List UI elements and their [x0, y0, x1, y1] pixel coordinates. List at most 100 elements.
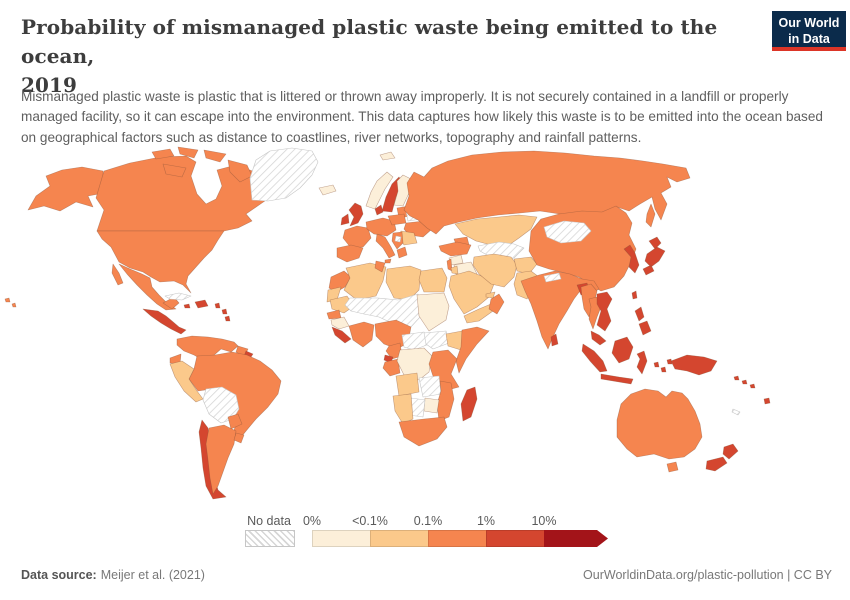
region-colombia-venezuela[interactable] — [176, 335, 239, 361]
region-cuba[interactable] — [164, 292, 192, 301]
region-arctic-island[interactable] — [203, 149, 227, 163]
region-greece[interactable] — [396, 246, 408, 259]
region-madagascar[interactable] — [460, 386, 478, 422]
region-mongolia[interactable] — [543, 220, 592, 244]
region-guinea[interactable] — [330, 316, 350, 330]
region-new-caledonia[interactable] — [731, 408, 741, 416]
region-svalbard[interactable] — [379, 151, 396, 161]
region-namibia[interactable] — [392, 393, 414, 425]
region-australia[interactable] — [616, 388, 703, 460]
region-sumatra[interactable] — [581, 343, 608, 373]
legend-bucket-3[interactable] — [486, 530, 544, 547]
region-central-europe[interactable] — [365, 217, 397, 237]
region-turkey[interactable] — [438, 241, 472, 257]
region-uk[interactable] — [348, 202, 364, 227]
region-sri-lanka[interactable] — [550, 333, 559, 347]
region-philippines[interactable] — [634, 306, 652, 336]
region-paraguay[interactable] — [227, 413, 243, 430]
region-lesser-antilles[interactable] — [214, 302, 231, 322]
region-sulawesi[interactable] — [636, 350, 648, 375]
region-iceland[interactable] — [318, 184, 337, 196]
region-italy[interactable] — [375, 233, 396, 264]
region-hawaii[interactable] — [4, 297, 17, 308]
region-south-sudan[interactable] — [423, 330, 450, 350]
region-uruguay[interactable] — [233, 432, 245, 444]
region-japan[interactable] — [642, 236, 666, 276]
region-morocco[interactable] — [328, 270, 352, 293]
region-baja[interactable] — [111, 263, 124, 286]
region-russia[interactable] — [403, 150, 691, 235]
region-south-africa[interactable] — [398, 416, 448, 447]
legend-no-data-swatch[interactable] — [245, 530, 295, 547]
region-central-america[interactable] — [142, 308, 187, 335]
region-nepal[interactable] — [543, 272, 562, 283]
region-alaska[interactable] — [27, 166, 105, 212]
region-ghana-ivory[interactable] — [348, 321, 375, 348]
data-source-label: Data source: — [21, 568, 97, 582]
legend-bucket-2[interactable] — [428, 530, 486, 547]
region-serbia[interactable] — [394, 235, 402, 243]
region-angola[interactable] — [395, 372, 420, 397]
region-mauritania[interactable] — [329, 295, 355, 314]
region-new-zealand-north[interactable] — [722, 443, 739, 460]
region-jamaica[interactable] — [183, 303, 191, 309]
region-borneo[interactable] — [611, 336, 634, 364]
region-drc[interactable] — [396, 347, 433, 381]
region-afghanistan[interactable] — [513, 256, 538, 275]
region-cameroon[interactable] — [385, 342, 403, 360]
region-arctic-island[interactable] — [151, 148, 175, 160]
region-france[interactable] — [342, 225, 372, 249]
region-argentina[interactable] — [205, 424, 237, 495]
region-gulf-states[interactable] — [485, 291, 496, 299]
region-zambia[interactable] — [418, 375, 442, 398]
region-greenland[interactable] — [249, 147, 319, 202]
region-nigeria[interactable] — [374, 319, 412, 350]
legend-bucket-1[interactable] — [370, 530, 428, 547]
legend-color-bar — [312, 530, 608, 547]
region-tunisia[interactable] — [374, 260, 386, 273]
footer-link[interactable]: OurWorldinData.org/plastic-pollution | C… — [583, 568, 832, 582]
region-java[interactable] — [600, 373, 634, 385]
region-iran[interactable] — [472, 253, 518, 288]
region-saudi-arabia[interactable] — [448, 270, 495, 315]
region-tasmania[interactable] — [666, 461, 679, 473]
region-arctic-island[interactable] — [177, 146, 199, 159]
region-malaysia[interactable] — [590, 330, 607, 346]
legend-bucket-4-arrow[interactable] — [544, 530, 608, 547]
region-new-zealand-south[interactable] — [705, 456, 728, 472]
region-korea[interactable] — [623, 244, 640, 274]
region-sudan[interactable] — [416, 292, 450, 332]
region-ireland[interactable] — [340, 213, 350, 226]
region-central-african-republic[interactable] — [401, 331, 430, 351]
region-solomons[interactable] — [733, 375, 756, 389]
region-oman[interactable] — [488, 293, 505, 315]
region-finland[interactable] — [393, 174, 412, 207]
region-victoria-island[interactable] — [162, 163, 187, 178]
region-sakhalin[interactable] — [645, 203, 656, 228]
region-fiji[interactable] — [763, 397, 771, 405]
region-zimbabwe[interactable] — [423, 397, 440, 414]
region-senegal[interactable] — [326, 309, 342, 320]
region-hispaniola[interactable] — [194, 299, 209, 309]
logo-line1: Our World — [778, 16, 840, 30]
legend-bucket-0[interactable] — [312, 530, 370, 547]
region-usa[interactable] — [96, 230, 225, 294]
region-somalia[interactable] — [455, 326, 490, 374]
region-sierra-leone-liberia[interactable] — [331, 326, 352, 344]
chart-subtitle: Mismanaged plastic waste is plastic that… — [21, 89, 823, 145]
region-egypt[interactable] — [418, 267, 448, 293]
region-moluccas[interactable] — [653, 358, 673, 373]
region-peru[interactable] — [169, 360, 204, 403]
region-new-guinea[interactable] — [670, 354, 718, 376]
region-jordan[interactable] — [450, 265, 459, 275]
region-kazakhstan[interactable] — [454, 214, 538, 248]
region-baffin-island[interactable] — [227, 159, 253, 183]
region-taiwan[interactable] — [631, 290, 638, 300]
region-norway[interactable] — [365, 171, 394, 210]
region-gabon-congo[interactable] — [382, 358, 401, 377]
region-indochina[interactable] — [596, 291, 613, 332]
region-denmark[interactable] — [374, 204, 384, 216]
region-iberia[interactable] — [336, 244, 364, 263]
